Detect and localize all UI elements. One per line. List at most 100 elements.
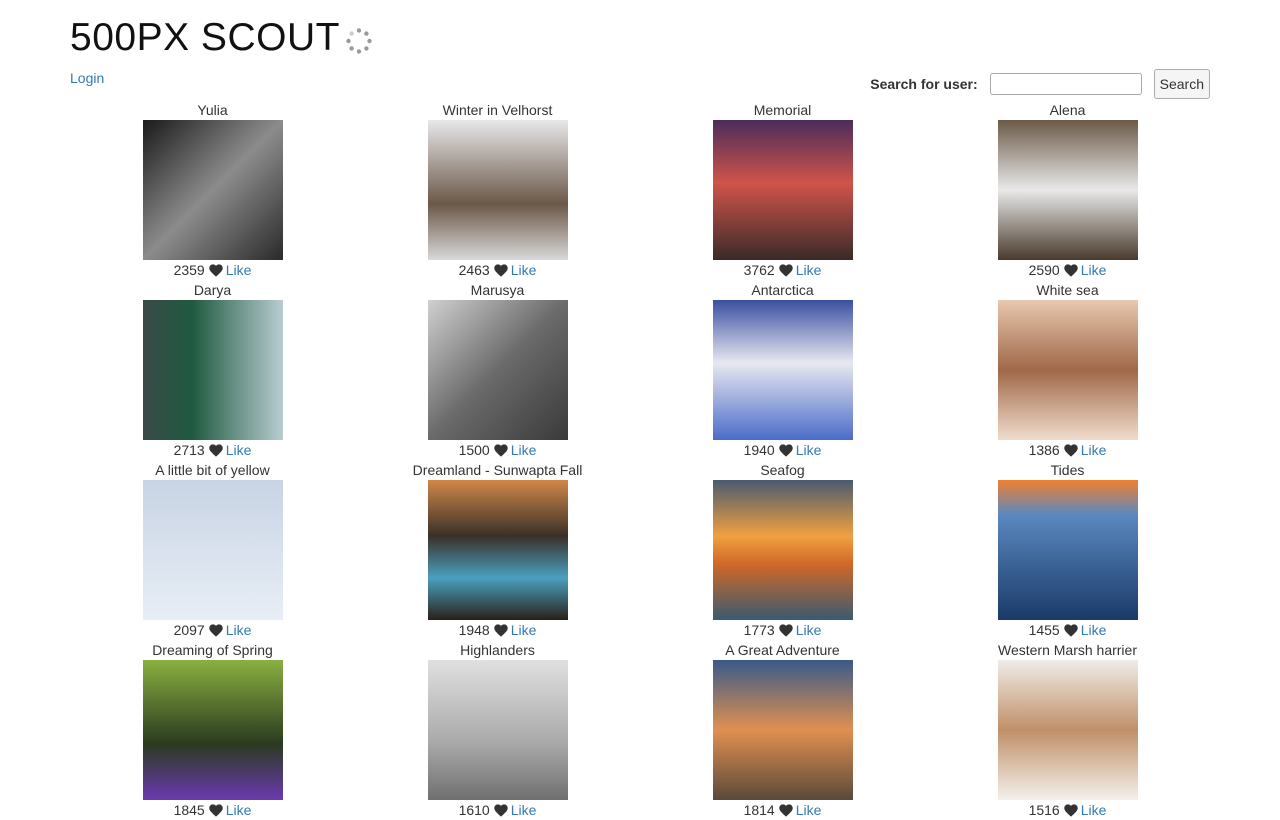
heart-icon xyxy=(209,263,223,277)
photo-card: Marusya 1500 Like xyxy=(355,280,640,460)
heart-icon xyxy=(494,263,508,277)
photo-footer: 1500 Like xyxy=(459,440,537,460)
like-count: 1773 xyxy=(743,622,775,638)
photo-footer: 2359 Like xyxy=(174,260,252,280)
photo-card: Dreaming of Spring 1845 Like xyxy=(70,640,355,820)
photo-thumbnail[interactable] xyxy=(997,300,1138,440)
app-title: 500PX SCOUT xyxy=(70,16,340,59)
photo-card: Antarctica 1940 Like xyxy=(640,280,925,460)
like-link[interactable]: Like xyxy=(1080,442,1107,458)
heart-icon xyxy=(209,443,223,457)
heart-icon xyxy=(779,803,793,817)
like-link[interactable]: Like xyxy=(225,802,252,818)
photo-thumbnail[interactable] xyxy=(712,300,853,440)
photo-thumbnail[interactable] xyxy=(142,660,283,800)
photo-thumbnail[interactable] xyxy=(997,660,1138,800)
like-link[interactable]: Like xyxy=(225,622,252,638)
like-count: 1455 xyxy=(1028,622,1060,638)
like-link[interactable]: Like xyxy=(795,622,822,638)
photo-card: Seafog 1773 Like xyxy=(640,460,925,640)
loading-spinner-icon xyxy=(346,28,372,54)
like-link[interactable]: Like xyxy=(1080,622,1107,638)
like-link[interactable]: Like xyxy=(510,442,537,458)
like-link[interactable]: Like xyxy=(510,262,537,278)
photo-title: Highlanders xyxy=(460,642,535,658)
like-count: 1814 xyxy=(743,802,775,818)
photo-thumbnail[interactable] xyxy=(142,120,283,260)
photo-footer: 2463 Like xyxy=(459,260,537,280)
photo-card: Tides 1455 Like xyxy=(925,460,1210,640)
photo-thumbnail[interactable] xyxy=(427,480,568,620)
heart-icon xyxy=(1064,443,1078,457)
photo-card: Darya 2713 Like xyxy=(70,280,355,460)
photo-thumbnail[interactable] xyxy=(142,480,283,620)
photo-title: A Great Adventure xyxy=(725,642,840,658)
like-count: 1500 xyxy=(458,442,490,458)
photo-thumbnail[interactable] xyxy=(712,660,853,800)
heart-icon xyxy=(494,803,508,817)
photo-thumbnail[interactable] xyxy=(427,120,568,260)
heart-icon xyxy=(1064,803,1078,817)
photo-thumbnail[interactable] xyxy=(712,480,853,620)
photo-card: Dreamland - Sunwapta Fall 1948 Like xyxy=(355,460,640,640)
photo-footer: 1455 Like xyxy=(1029,620,1107,640)
photo-footer: 1814 Like xyxy=(744,800,822,820)
like-link[interactable]: Like xyxy=(1080,802,1107,818)
photo-thumbnail[interactable] xyxy=(427,660,568,800)
photo-card: Memorial 3762 Like xyxy=(640,100,925,280)
like-count: 3762 xyxy=(743,262,775,278)
heart-icon xyxy=(209,623,223,637)
photo-card: Yulia 2359 Like xyxy=(70,100,355,280)
like-link[interactable]: Like xyxy=(1080,262,1107,278)
photo-footer: 1386 Like xyxy=(1029,440,1107,460)
heart-icon xyxy=(779,623,793,637)
photo-title: Dreamland - Sunwapta Fall xyxy=(412,462,583,478)
photo-card: Western Marsh harrier 1516 Like xyxy=(925,640,1210,820)
photo-thumbnail[interactable] xyxy=(142,300,283,440)
photo-thumbnail[interactable] xyxy=(997,480,1138,620)
photo-footer: 1516 Like xyxy=(1029,800,1107,820)
photo-footer: 2097 Like xyxy=(174,620,252,640)
like-link[interactable]: Like xyxy=(225,262,252,278)
like-link[interactable]: Like xyxy=(510,622,537,638)
photo-footer: 3762 Like xyxy=(744,260,822,280)
login-link[interactable]: Login xyxy=(70,70,105,86)
photo-title: Alena xyxy=(1049,102,1086,118)
like-link[interactable]: Like xyxy=(795,802,822,818)
like-link[interactable]: Like xyxy=(225,442,252,458)
like-link[interactable]: Like xyxy=(510,802,537,818)
photo-title: White sea xyxy=(1036,282,1099,298)
photo-card: Alena 2590 Like xyxy=(925,100,1210,280)
like-count: 1386 xyxy=(1028,442,1060,458)
photo-thumbnail[interactable] xyxy=(712,120,853,260)
heart-icon xyxy=(779,263,793,277)
photo-title: Marusya xyxy=(470,282,525,298)
search-label: Search for user: xyxy=(870,76,978,92)
photo-footer: 1940 Like xyxy=(744,440,822,460)
photo-grid: Yulia 2359 Like Winter in Velhorst 2463 Like M… xyxy=(70,100,1210,820)
photo-card: A Great Adventure 1814 Like xyxy=(640,640,925,820)
like-count: 1948 xyxy=(458,622,490,638)
search-button[interactable]: Search xyxy=(1153,69,1210,99)
photo-thumbnail[interactable] xyxy=(427,300,568,440)
photo-thumbnail[interactable] xyxy=(997,120,1138,260)
heart-icon xyxy=(1064,623,1078,637)
photo-footer: 1948 Like xyxy=(459,620,537,640)
photo-title: Winter in Velhorst xyxy=(442,102,553,118)
like-link[interactable]: Like xyxy=(795,262,822,278)
like-count: 2097 xyxy=(173,622,205,638)
like-count: 1610 xyxy=(458,802,490,818)
photo-footer: 1773 Like xyxy=(744,620,822,640)
heart-icon xyxy=(1064,263,1078,277)
like-link[interactable]: Like xyxy=(795,442,822,458)
photo-title: Darya xyxy=(193,282,232,298)
photo-title: Antarctica xyxy=(751,282,814,298)
search-input[interactable] xyxy=(989,73,1142,95)
photo-title: Dreaming of Spring xyxy=(152,642,273,658)
like-count: 1516 xyxy=(1028,802,1060,818)
user-search-form: Search for user: Search xyxy=(870,69,1210,99)
photo-footer: 2590 Like xyxy=(1029,260,1107,280)
photo-title: Western Marsh harrier xyxy=(997,642,1137,658)
heart-icon xyxy=(494,443,508,457)
photo-title: A little bit of yellow xyxy=(155,462,270,478)
